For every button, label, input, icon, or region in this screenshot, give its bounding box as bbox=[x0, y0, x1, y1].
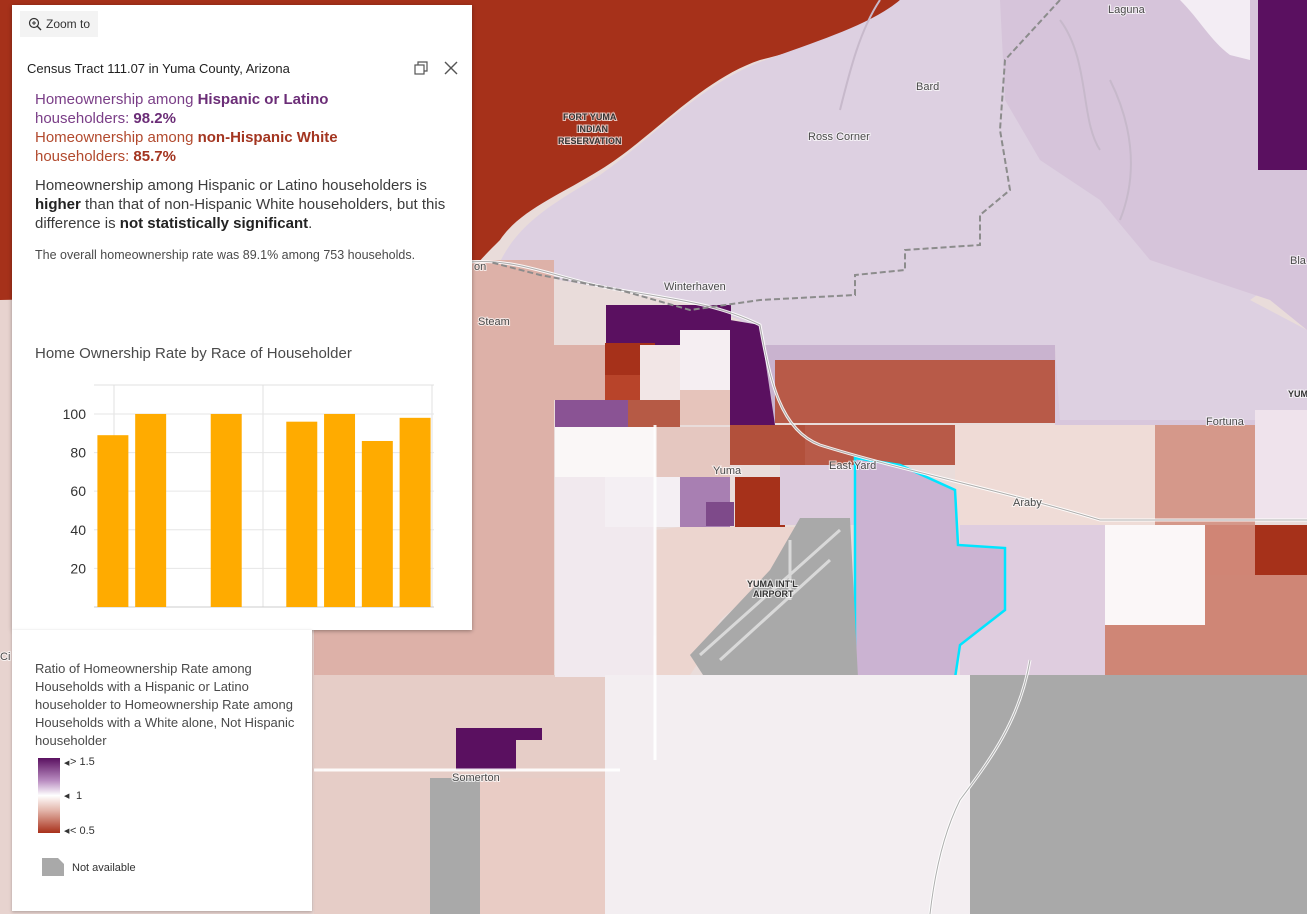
chart-y-tick-label: 80 bbox=[70, 445, 86, 461]
ramp-tick-high-icon: ◀ bbox=[64, 760, 70, 767]
summary-emphasis-higher: higher bbox=[35, 196, 81, 213]
white-group-label: non-Hispanic White bbox=[197, 129, 338, 146]
hispanic-stat: Homeownership among Hispanic or Latino h… bbox=[35, 90, 455, 128]
tract-southeast-na[interactable] bbox=[910, 675, 1307, 914]
white-rate-value: 85.7% bbox=[133, 148, 176, 165]
legend-low-label: < 0.5 bbox=[70, 825, 95, 837]
white-stat: Homeownership among non-Hispanic White h… bbox=[35, 128, 455, 166]
hispanic-stat-prefix: Homeownership among bbox=[35, 91, 198, 108]
label-airport-2: AIRPORT bbox=[753, 589, 794, 599]
chart-bar[interactable] bbox=[135, 413, 167, 607]
zoom-in-icon bbox=[28, 17, 42, 31]
comparison-summary: Homeownership among Hispanic or Latino h… bbox=[35, 176, 455, 233]
label-airport-1: YUMA INT'L bbox=[747, 579, 798, 589]
zoom-to-label: Zoom to bbox=[46, 17, 91, 31]
white-stat-suffix: householders: bbox=[35, 148, 134, 165]
not-available-swatch-icon bbox=[42, 858, 64, 876]
dock-icon[interactable] bbox=[413, 60, 429, 76]
chart-y-tick-label: 20 bbox=[70, 560, 86, 576]
summary-emphasis-significance: not statistically significant bbox=[119, 215, 309, 232]
popup-title: Census Tract 111.07 in Yuma County, Ariz… bbox=[27, 61, 290, 76]
airport-area[interactable] bbox=[690, 518, 858, 678]
overall-rate-text: The overall homeownership rate was 89.1%… bbox=[35, 248, 416, 262]
legend-title: Ratio of Homeownership Rate among Househ… bbox=[35, 661, 295, 748]
label-ci: Ci bbox=[0, 651, 10, 663]
label-fort-yuma-2: INDIAN bbox=[577, 124, 608, 134]
label-on: on bbox=[474, 261, 486, 273]
chart-y-tick-label: 40 bbox=[70, 522, 86, 538]
chart-bar[interactable] bbox=[286, 421, 318, 607]
hispanic-rate-value: 98.2% bbox=[133, 110, 176, 127]
legend-not-available-label: Not available bbox=[72, 862, 136, 874]
label-ross-corner: Ross Corner bbox=[808, 131, 870, 143]
label-steam: Steam bbox=[478, 316, 510, 328]
hispanic-group-label: Hispanic or Latino bbox=[197, 91, 329, 108]
label-araby: Araby bbox=[1013, 497, 1042, 509]
label-yum: YUM bbox=[1288, 389, 1307, 399]
label-winterhaven: Winterhaven bbox=[664, 281, 726, 293]
legend-mid-label: 1 bbox=[76, 790, 83, 802]
summary-text-e: . bbox=[308, 215, 313, 232]
hispanic-stat-suffix: householders: bbox=[35, 110, 134, 127]
chart-bar[interactable] bbox=[210, 413, 242, 607]
label-somerton: Somerton bbox=[452, 772, 500, 784]
label-laguna: Laguna bbox=[1108, 4, 1146, 16]
close-icon[interactable] bbox=[443, 60, 459, 76]
label-bard: Bard bbox=[916, 81, 939, 93]
feature-popup: Zoom to Census Tract 111.07 in Yuma Coun… bbox=[12, 5, 472, 630]
label-fort-yuma-3: RESERVATION bbox=[558, 136, 622, 146]
popup-body: Homeownership among Hispanic or Latino h… bbox=[35, 90, 455, 264]
summary-text-a: Homeownership among Hispanic or Latino h… bbox=[35, 177, 427, 194]
label-yuma: Yuma bbox=[713, 465, 742, 477]
summary-text-c: than that of non-Hispanic White househol… bbox=[35, 196, 446, 232]
legend-high-label: > 1.5 bbox=[70, 756, 95, 768]
chart-bar[interactable] bbox=[399, 417, 431, 607]
chart-bar[interactable] bbox=[361, 440, 393, 607]
label-fort-yuma-1: FORT YUMA bbox=[563, 112, 617, 122]
label-fortuna: Fortuna bbox=[1206, 416, 1245, 428]
ramp-tick-mid-icon: ◀ bbox=[64, 793, 70, 800]
chart-bar[interactable] bbox=[324, 413, 356, 607]
map-legend: Ratio of Homeownership Rate among Househ… bbox=[12, 630, 312, 911]
ramp-tick-low-icon: ◀ bbox=[64, 828, 70, 835]
chart-y-tick-label: 100 bbox=[63, 406, 87, 422]
label-bla: Bla bbox=[1290, 255, 1307, 267]
chart-bar[interactable] bbox=[97, 435, 129, 607]
white-stat-prefix: Homeownership among bbox=[35, 129, 198, 146]
chart-y-tick-label: 60 bbox=[70, 483, 86, 499]
chart-title: Home Ownership Rate by Race of Household… bbox=[35, 345, 352, 362]
label-east-yard: East Yard bbox=[829, 460, 876, 472]
ownership-bar-chart: 20 40 60 80 100 bbox=[63, 384, 434, 608]
tract-northeast-purple[interactable] bbox=[1258, 0, 1307, 170]
legend-color-ramp bbox=[38, 758, 60, 833]
tract-purple-strip[interactable] bbox=[730, 320, 775, 425]
zoom-to-button[interactable]: Zoom to bbox=[20, 11, 99, 37]
